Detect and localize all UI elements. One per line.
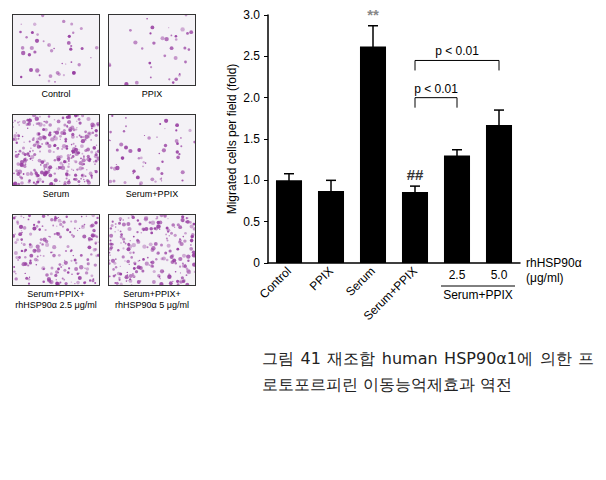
svg-text:**: ** bbox=[367, 6, 379, 23]
svg-text:Serum+PPIX: Serum+PPIX bbox=[361, 264, 420, 323]
svg-text:PPIX: PPIX bbox=[307, 264, 336, 293]
html-text:그림 41 재조합 human HSP90α1에 의한 프로: 그림 41 재조합 human HSP90α1에 의한 프로토포르피린 이동능억… bbox=[262, 349, 594, 394]
svg-text:3.0: 3.0 bbox=[243, 8, 260, 22]
svg-text:1.5: 1.5 bbox=[243, 132, 260, 146]
html-text:Serum+PPIX: Serum+PPIX bbox=[125, 189, 179, 199]
svg-text:2.0: 2.0 bbox=[243, 91, 260, 105]
svg-text:p < 0.01: p < 0.01 bbox=[414, 82, 458, 96]
svg-text:(μg/ml): (μg/ml) bbox=[526, 271, 564, 285]
svg-text:Serum: Serum bbox=[343, 264, 378, 299]
svg-text:5.0: 5.0 bbox=[491, 268, 508, 282]
html-text:Serum: Serum bbox=[42, 189, 70, 199]
svg-text:Serum+PPIX: Serum+PPIX bbox=[443, 288, 513, 302]
svg-text:2.5: 2.5 bbox=[243, 49, 260, 63]
svg-text:rhHSP90α: rhHSP90α bbox=[526, 256, 582, 270]
svg-text:##: ## bbox=[407, 166, 424, 183]
html-text:PPIX: PPIX bbox=[141, 89, 163, 99]
svg-text:1.0: 1.0 bbox=[243, 173, 260, 187]
html-text:Serum+PPIX+ rhHSP90α 2.5 μg/ml: Serum+PPIX+ rhHSP90α 2.5 μg/ml bbox=[15, 289, 97, 310]
html-text:Control: Control bbox=[41, 89, 71, 99]
svg-text:2.5: 2.5 bbox=[449, 268, 466, 282]
svg-text:p < 0.01: p < 0.01 bbox=[435, 44, 479, 58]
html-text:Serum+PPIX+ rhHSP90α 5 μg/ml: Serum+PPIX+ rhHSP90α 5 μg/ml bbox=[115, 289, 189, 310]
svg-text:Control: Control bbox=[257, 264, 294, 301]
svg-text:0: 0 bbox=[253, 256, 260, 270]
svg-text:Migrated cells per field (fold: Migrated cells per field (fold) bbox=[225, 64, 239, 215]
svg-text:0.5: 0.5 bbox=[243, 215, 260, 229]
